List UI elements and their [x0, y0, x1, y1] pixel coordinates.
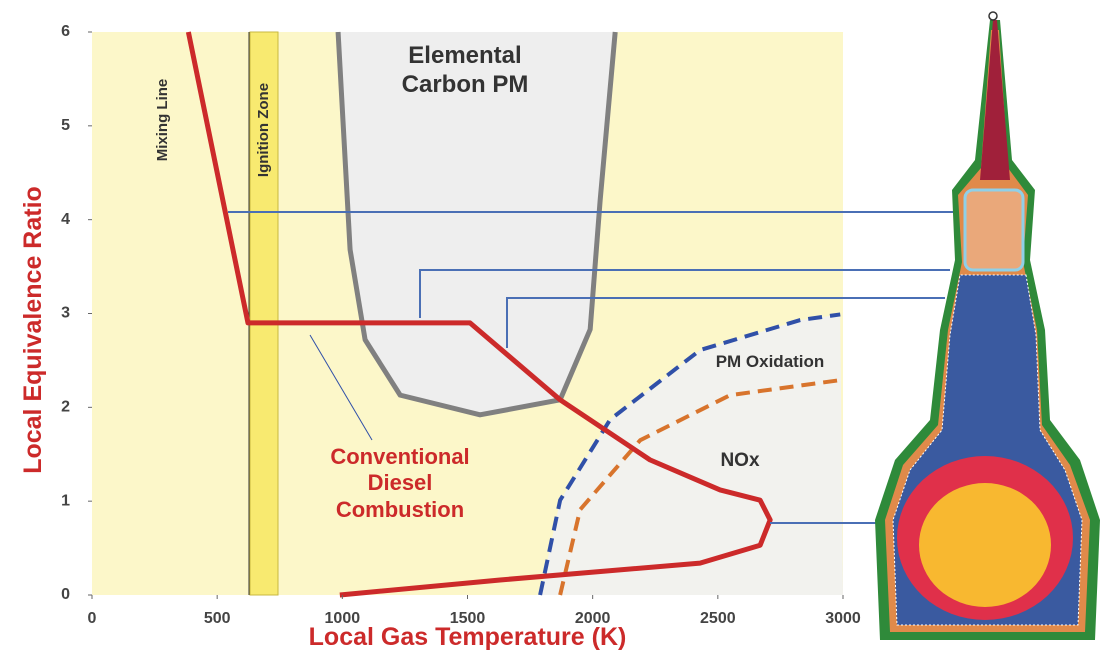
y-tick-label: 0 — [61, 586, 70, 603]
x-tick-label: 2500 — [700, 610, 736, 627]
series-line — [558, 378, 841, 596]
x-axis-label: Local Gas Temperature (K) — [308, 623, 627, 651]
annotation: Mixing Line — [154, 78, 171, 162]
x-tick-label: 1500 — [450, 610, 486, 627]
x-tick-label: 3000 — [825, 610, 861, 627]
y-tick-label: 4 — [61, 211, 70, 228]
ignition-band — [249, 31, 279, 596]
annotation: Ignition Zone — [255, 82, 272, 178]
series-line — [335, 31, 618, 418]
series-line — [185, 31, 773, 598]
region — [338, 32, 616, 415]
flame — [875, 11, 1100, 640]
y-tick-label: 5 — [61, 117, 70, 134]
x-tick-label: 0 — [88, 610, 97, 627]
x-tick-label: 500 — [204, 610, 231, 627]
series-line — [538, 312, 841, 596]
y-label-box: Local Equivalence Ratio — [18, 150, 48, 510]
connectors — [228, 211, 995, 524]
series-label: Elemental Carbon PM — [401, 42, 529, 98]
leader-line — [309, 334, 373, 441]
series-label: PM Oxidation — [715, 352, 825, 371]
y-tick-label: 1 — [61, 492, 70, 509]
y-tick-label: 6 — [61, 23, 70, 40]
y-axis-label: Local Equivalence Ratio — [19, 186, 47, 474]
y-tick-label: 2 — [61, 399, 70, 416]
y-tick-label: 3 — [61, 305, 70, 322]
x-tick-label: 1000 — [325, 610, 361, 627]
series-label: Conventional Diesel Combustion — [330, 444, 470, 522]
x-tick-label: 2000 — [575, 610, 611, 627]
series-label: NOx — [720, 450, 760, 471]
